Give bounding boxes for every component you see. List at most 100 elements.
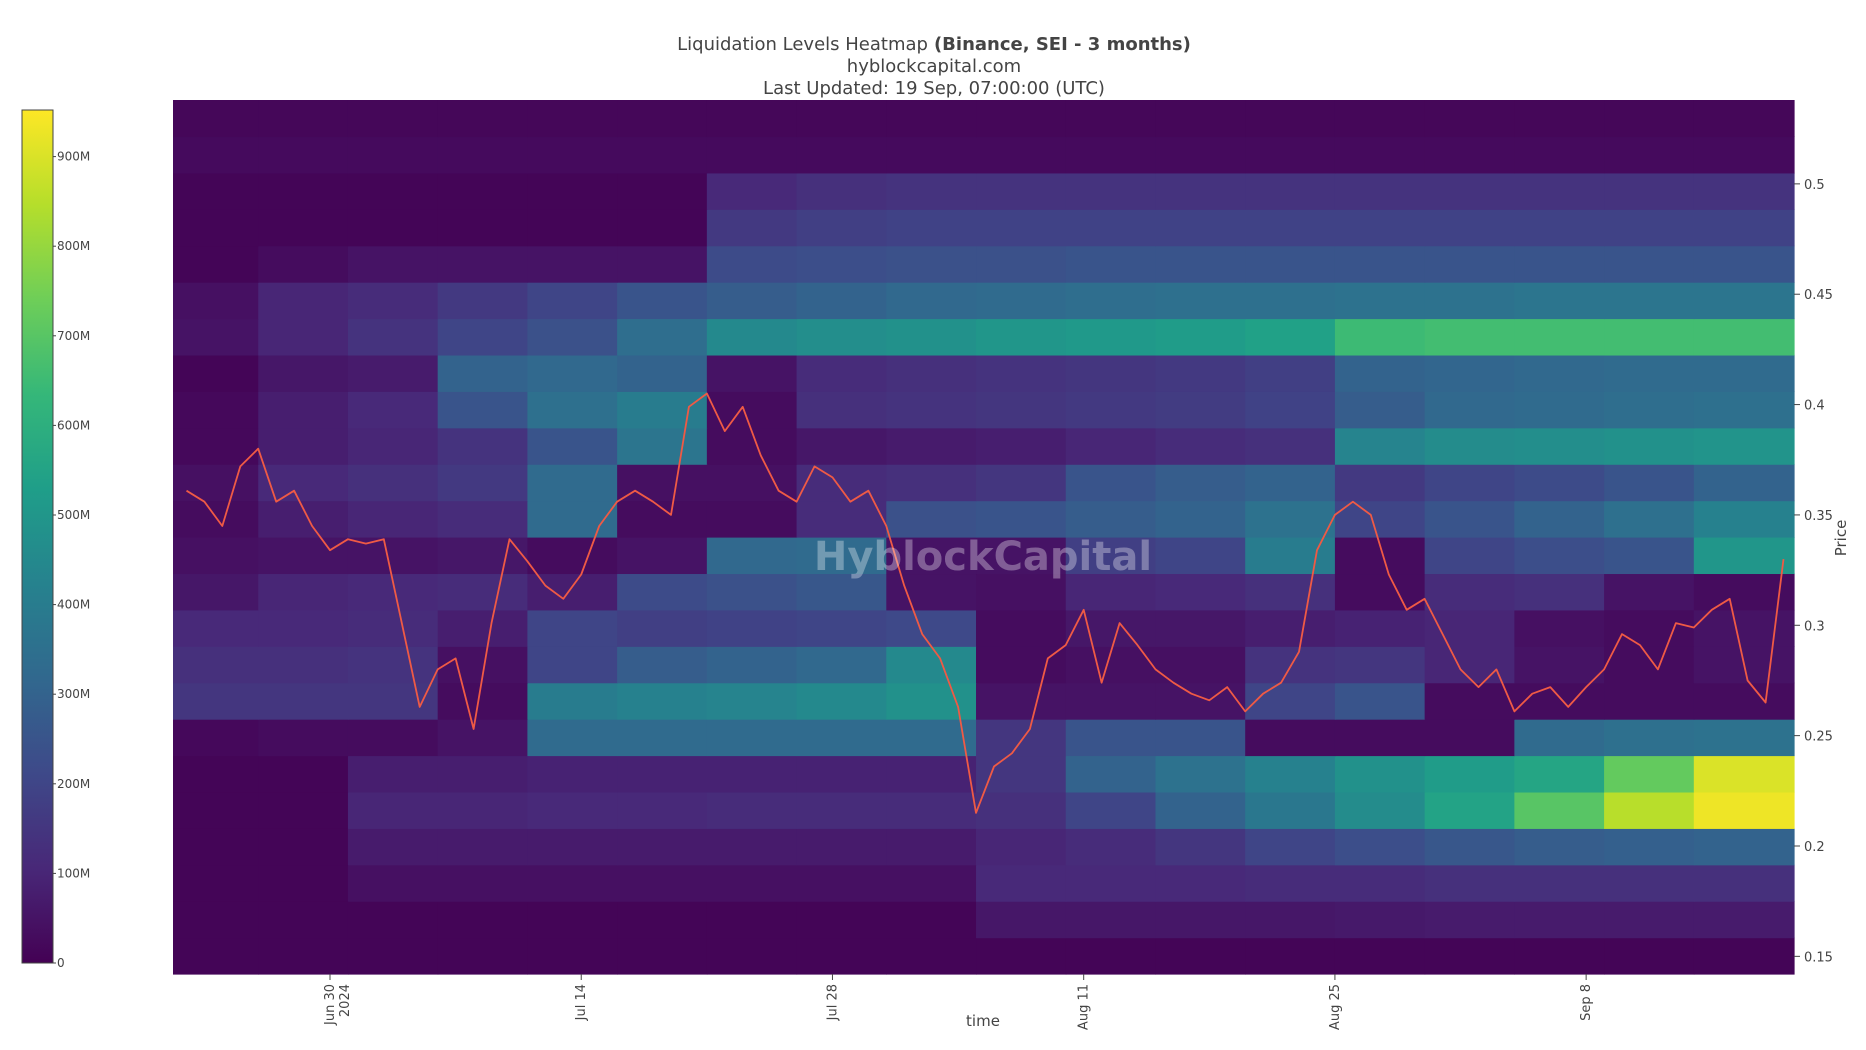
heat-cell bbox=[437, 354, 529, 392]
heat-cell bbox=[617, 864, 708, 902]
heat-cell bbox=[1334, 609, 1426, 647]
heat-cell bbox=[706, 937, 798, 975]
heat-cell bbox=[1604, 245, 1695, 283]
heat-cell bbox=[1514, 864, 1605, 902]
heat-cell bbox=[976, 209, 1067, 247]
heat-cell bbox=[1604, 573, 1695, 611]
heat-cell bbox=[796, 500, 887, 538]
heat-cell bbox=[617, 464, 708, 502]
heat-cell bbox=[527, 646, 618, 684]
heat-cell bbox=[173, 646, 259, 684]
heat-cell bbox=[796, 354, 887, 392]
heat-cell bbox=[347, 172, 439, 210]
heat-cell bbox=[886, 791, 977, 829]
y-tick-label: 0.4 bbox=[1804, 399, 1825, 414]
heat-cell bbox=[347, 282, 439, 320]
heat-cell bbox=[796, 391, 887, 429]
heat-cell bbox=[886, 682, 977, 720]
heat-cell bbox=[1155, 464, 1246, 502]
heat-cell bbox=[796, 937, 887, 975]
heat-cell bbox=[173, 682, 259, 720]
heat-cell bbox=[347, 500, 439, 538]
heat-cell bbox=[1604, 427, 1695, 465]
heat-cell bbox=[976, 937, 1067, 975]
heat-cell bbox=[1514, 755, 1605, 793]
heat-cell bbox=[976, 245, 1067, 283]
heat-cell bbox=[173, 719, 259, 757]
heat-cell bbox=[706, 100, 798, 138]
heat-cell bbox=[886, 828, 977, 866]
heat-cell bbox=[1334, 901, 1426, 939]
heat-cell bbox=[1065, 682, 1157, 720]
heat-cell bbox=[1245, 719, 1336, 757]
heat-cell bbox=[527, 136, 618, 174]
heat-cell bbox=[1245, 427, 1336, 465]
heat-cell bbox=[1693, 609, 1795, 647]
heat-cell bbox=[617, 609, 708, 647]
heat-cell bbox=[1065, 354, 1157, 392]
heat-cell bbox=[1514, 537, 1605, 575]
heat-cell bbox=[617, 719, 708, 757]
heat-cell bbox=[347, 719, 439, 757]
heat-cell bbox=[1693, 354, 1795, 392]
heat-cell bbox=[976, 136, 1067, 174]
heat-cell bbox=[1693, 755, 1795, 793]
heat-cell bbox=[1245, 755, 1336, 793]
heat-cell bbox=[1604, 354, 1695, 392]
heat-cell bbox=[1245, 354, 1336, 392]
heat-cell bbox=[173, 136, 259, 174]
heat-cell bbox=[437, 100, 529, 138]
heat-cell bbox=[437, 791, 529, 829]
heat-cell bbox=[1065, 864, 1157, 902]
x-tick-label: Jun 30 bbox=[323, 984, 338, 1026]
colorbar bbox=[21, 109, 54, 964]
heat-cell bbox=[1604, 391, 1695, 429]
x-tick-year: 2024 bbox=[338, 984, 353, 1017]
heat-cell bbox=[258, 646, 349, 684]
heat-cell bbox=[1514, 609, 1605, 647]
colorbar-tick-label: 800M bbox=[57, 239, 90, 253]
y-tick-label: 0.45 bbox=[1804, 288, 1833, 303]
heat-cell bbox=[1065, 209, 1157, 247]
heat-cell bbox=[617, 901, 708, 939]
heat-cell bbox=[1604, 719, 1695, 757]
heat-cell bbox=[617, 354, 708, 392]
heat-cell bbox=[886, 573, 977, 611]
heat-cell bbox=[796, 573, 887, 611]
heat-cell bbox=[1245, 828, 1336, 866]
heat-cell bbox=[173, 354, 259, 392]
heat-cell bbox=[1155, 791, 1246, 829]
heat-cell bbox=[617, 537, 708, 575]
plot-area bbox=[173, 100, 1795, 975]
heat-cell bbox=[1604, 828, 1695, 866]
heat-cell bbox=[258, 901, 349, 939]
heat-cell bbox=[1514, 172, 1605, 210]
colorbar-tick-label: 600M bbox=[57, 418, 90, 432]
heat-cell bbox=[1693, 209, 1795, 247]
heat-cell bbox=[886, 282, 977, 320]
heat-cell bbox=[1334, 828, 1426, 866]
heat-cell bbox=[1514, 100, 1605, 138]
price-line bbox=[186, 392, 1785, 814]
heat-cell bbox=[1065, 464, 1157, 502]
heat-cell bbox=[1334, 864, 1426, 902]
heat-cell bbox=[1424, 537, 1515, 575]
heat-cell bbox=[1334, 427, 1426, 465]
heat-cell bbox=[527, 245, 618, 283]
heat-cell bbox=[1334, 245, 1426, 283]
heat-cell bbox=[347, 791, 439, 829]
colorbar-tick-label: 300M bbox=[57, 687, 90, 701]
heat-cell bbox=[258, 609, 349, 647]
heat-cell bbox=[1065, 500, 1157, 538]
heat-cell bbox=[796, 682, 887, 720]
heat-cell bbox=[1424, 609, 1515, 647]
heat-cell bbox=[1514, 354, 1605, 392]
heat-cell bbox=[173, 609, 259, 647]
heat-cell bbox=[1424, 391, 1515, 429]
heat-cell bbox=[1693, 391, 1795, 429]
heat-cell bbox=[1065, 136, 1157, 174]
x-tick-label: Jul 28 bbox=[825, 984, 840, 1021]
heat-cell bbox=[1065, 901, 1157, 939]
heat-cell bbox=[1514, 500, 1605, 538]
heat-cell bbox=[527, 901, 618, 939]
